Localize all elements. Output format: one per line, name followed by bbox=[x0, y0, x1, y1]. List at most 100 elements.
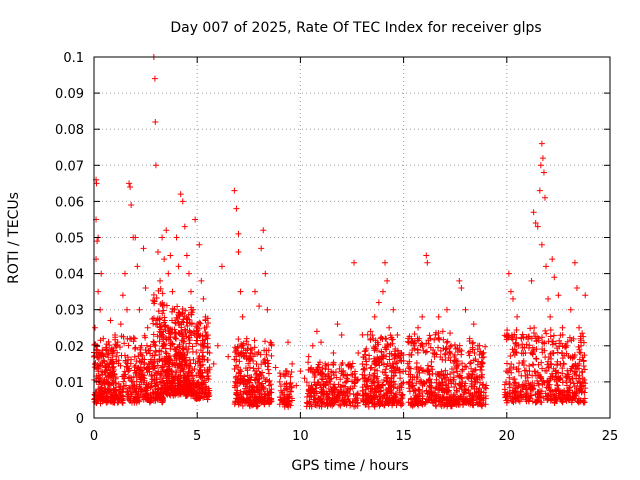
data-point bbox=[154, 321, 161, 328]
data-point bbox=[438, 386, 445, 393]
data-point bbox=[131, 335, 138, 342]
data-point bbox=[419, 313, 426, 320]
data-point bbox=[519, 341, 526, 348]
data-point bbox=[526, 342, 533, 349]
data-point bbox=[538, 388, 545, 395]
data-point bbox=[465, 349, 472, 356]
data-point bbox=[128, 202, 135, 209]
data-point bbox=[390, 306, 397, 313]
data-point bbox=[526, 362, 533, 369]
data-point bbox=[280, 371, 287, 378]
data-point bbox=[412, 395, 419, 402]
data-point bbox=[318, 370, 325, 377]
data-point bbox=[125, 365, 132, 372]
data-point bbox=[470, 321, 477, 328]
data-point bbox=[180, 351, 187, 358]
data-point bbox=[469, 344, 476, 351]
data-point bbox=[522, 372, 529, 379]
data-point bbox=[185, 270, 192, 277]
data-point bbox=[172, 335, 179, 342]
data-point bbox=[204, 368, 211, 375]
data-point bbox=[266, 377, 273, 384]
data-point bbox=[511, 379, 518, 386]
data-point bbox=[503, 331, 510, 338]
data-point bbox=[97, 351, 104, 358]
data-point bbox=[398, 358, 405, 365]
data-point bbox=[456, 385, 463, 392]
data-point bbox=[198, 277, 205, 284]
data-point bbox=[389, 402, 396, 409]
data-point bbox=[513, 349, 520, 356]
data-point bbox=[109, 364, 116, 371]
data-point bbox=[322, 373, 329, 380]
data-point bbox=[532, 333, 539, 340]
data-point bbox=[334, 321, 341, 328]
data-point bbox=[250, 353, 257, 360]
data-point bbox=[566, 334, 573, 341]
data-point bbox=[445, 387, 452, 394]
data-point bbox=[308, 382, 315, 389]
data-point bbox=[533, 355, 540, 362]
data-point bbox=[234, 344, 241, 351]
data-point bbox=[482, 393, 489, 400]
data-point bbox=[131, 353, 138, 360]
data-point bbox=[462, 306, 469, 313]
data-point bbox=[124, 306, 131, 313]
data-point bbox=[203, 332, 210, 339]
data-point bbox=[507, 288, 514, 295]
data-point bbox=[157, 301, 164, 308]
data-point bbox=[166, 353, 173, 360]
data-point bbox=[155, 287, 162, 294]
data-point bbox=[557, 340, 564, 347]
data-point bbox=[359, 387, 366, 394]
data-point bbox=[547, 313, 554, 320]
data-point bbox=[325, 394, 332, 401]
data-point bbox=[389, 336, 396, 343]
data-point bbox=[200, 389, 207, 396]
data-point bbox=[572, 360, 579, 367]
data-point bbox=[111, 387, 118, 394]
data-point bbox=[99, 371, 106, 378]
data-point bbox=[365, 393, 372, 400]
data-point bbox=[259, 397, 266, 404]
data-point bbox=[454, 388, 461, 395]
data-point bbox=[471, 350, 478, 357]
data-point bbox=[559, 355, 566, 362]
data-point bbox=[233, 373, 240, 380]
data-point bbox=[465, 375, 472, 382]
data-point bbox=[385, 385, 392, 392]
data-point bbox=[277, 373, 284, 380]
data-point bbox=[169, 361, 176, 368]
data-point bbox=[149, 297, 156, 304]
data-point bbox=[534, 388, 541, 395]
data-point bbox=[159, 290, 166, 297]
data-point bbox=[288, 384, 295, 391]
data-point bbox=[367, 335, 374, 342]
data-point bbox=[563, 342, 570, 349]
data-point bbox=[305, 390, 312, 397]
data-point bbox=[453, 363, 460, 370]
data-point bbox=[415, 396, 422, 403]
data-point bbox=[366, 398, 373, 405]
data-point bbox=[387, 341, 394, 348]
data-point bbox=[351, 383, 358, 390]
data-point bbox=[326, 375, 333, 382]
data-point bbox=[188, 320, 195, 327]
data-point bbox=[534, 396, 541, 403]
data-point bbox=[196, 358, 203, 365]
data-point bbox=[366, 356, 373, 363]
data-point bbox=[196, 319, 203, 326]
data-point bbox=[171, 346, 178, 353]
data-point bbox=[113, 342, 120, 349]
data-point bbox=[342, 400, 349, 407]
data-point bbox=[466, 335, 473, 342]
data-point bbox=[280, 391, 287, 398]
data-point bbox=[538, 399, 545, 406]
data-point bbox=[112, 375, 119, 382]
data-point bbox=[247, 392, 254, 399]
data-point bbox=[153, 380, 160, 387]
data-point bbox=[172, 319, 179, 326]
data-point bbox=[163, 302, 170, 309]
data-point bbox=[150, 320, 157, 327]
data-point bbox=[354, 376, 361, 383]
